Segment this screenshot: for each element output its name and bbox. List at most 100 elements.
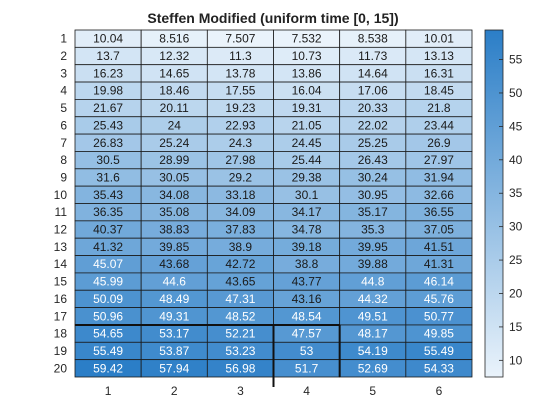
chart-title: Steffen Modified (uniform time [0, 15]) [147, 10, 398, 26]
cell-value-label: 16.31 [424, 66, 454, 80]
colorbar: 10 15 20 25 30 35 40 45 50 55 [484, 29, 523, 378]
cell-value-label: 12.32 [159, 49, 189, 63]
y-tick-label: 2 [60, 49, 67, 63]
cell-value-label: 37.83 [225, 223, 255, 237]
cell-value-label: 17.06 [358, 84, 388, 98]
cell-value-label: 10.04 [93, 32, 123, 46]
heatmap-cells: 10.04 8.516 7.507 7.532 8.538 10.01 13.7 12.32 1… [74, 29, 473, 378]
y-tick-label: 14 [54, 257, 68, 271]
cell-value-label: 42.72 [225, 257, 255, 271]
y-tick-label: 13 [54, 240, 68, 254]
cell-value-label: 26.83 [93, 136, 123, 150]
cell-value-label: 44.6 [163, 275, 187, 289]
cell-value-label: 7.507 [225, 32, 255, 46]
cell-value-label: 25.43 [93, 118, 123, 132]
colorbar-tick-label: 50 [509, 86, 523, 100]
cell-value-label: 35.17 [358, 205, 388, 219]
cell-value-label: 54.65 [93, 327, 123, 341]
cell-value-label: 47.31 [225, 292, 255, 306]
cell-value-label: 43.68 [159, 257, 189, 271]
y-tick-label: 3 [60, 66, 67, 80]
cell-value-label: 50.09 [93, 292, 123, 306]
block-separators [75, 323, 341, 387]
colorbar-tick-label: 55 [509, 53, 523, 67]
cell-value-label: 18.45 [424, 84, 454, 98]
cell-value-label: 39.85 [159, 240, 189, 254]
cell-value-label: 48.17 [358, 327, 388, 341]
cell-value-label: 33.18 [225, 188, 255, 202]
cell-value-label: 43.65 [225, 275, 255, 289]
cell-value-label: 21.8 [427, 101, 451, 115]
cell-value-label: 30.1 [295, 188, 319, 202]
cell-value-label: 13.7 [96, 49, 120, 63]
colorbar-gradient [484, 29, 504, 378]
x-tick-label: 4 [303, 384, 310, 398]
cell-value-label: 25.24 [159, 136, 189, 150]
cell-value-label: 43.77 [292, 275, 322, 289]
cell-value-label: 13.13 [424, 49, 454, 63]
cell-value-label: 52.69 [358, 361, 388, 375]
cell-value-label: 14.65 [159, 66, 189, 80]
cell-value-label: 34.09 [225, 205, 255, 219]
cell-value-label: 53.87 [159, 344, 189, 358]
cell-value-label: 38.8 [295, 257, 319, 271]
cell-value-label: 7.532 [292, 32, 322, 46]
cell-value-label: 10.73 [292, 49, 322, 63]
cell-value-label: 13.78 [225, 66, 255, 80]
y-tick-label: 7 [60, 136, 67, 150]
cell-value-label: 21.67 [93, 101, 123, 115]
cell-value-label: 16.04 [292, 84, 322, 98]
cell-value-label: 56.98 [225, 361, 255, 375]
cell-value-label: 43.16 [292, 292, 322, 306]
cell-value-label: 36.35 [93, 205, 123, 219]
cell-value-label: 41.31 [424, 257, 454, 271]
cell-value-label: 44.32 [358, 292, 388, 306]
cell-value-label: 36.55 [424, 205, 454, 219]
cell-value-label: 35.43 [93, 188, 123, 202]
cell-value-label: 29.38 [292, 170, 322, 184]
y-tick-label: 9 [60, 170, 67, 184]
cell-value-label: 11.73 [358, 49, 387, 63]
cell-value-label: 30.5 [96, 153, 120, 167]
cell-value-label: 34.78 [292, 223, 322, 237]
cell-value-label: 17.55 [225, 84, 255, 98]
y-tick-label: 19 [54, 344, 68, 358]
cell-value-label: 29.2 [229, 170, 253, 184]
cell-value-label: 19.31 [292, 101, 322, 115]
cell-value-label: 49.51 [358, 309, 388, 323]
cell-value-label: 26.9 [427, 136, 451, 150]
y-tick-label: 18 [54, 327, 68, 341]
x-tick-label: 2 [171, 384, 178, 398]
cell-value-label: 52.21 [225, 327, 255, 341]
cell-value-label: 45.76 [424, 292, 454, 306]
cell-value-label: 46.14 [424, 275, 454, 289]
y-tick-label: 20 [54, 361, 68, 375]
cell-value-label: 24.3 [229, 136, 253, 150]
cell-value-label: 57.94 [159, 361, 189, 375]
cell-value-label: 31.6 [96, 170, 120, 184]
cell-value-label: 24 [168, 118, 182, 132]
cell-value-label: 41.32 [93, 240, 123, 254]
cell-value-label: 27.97 [424, 153, 454, 167]
cell-value-label: 10.01 [424, 32, 454, 46]
cell-value-label: 59.42 [93, 361, 123, 375]
cell-value-label: 55.49 [424, 344, 454, 358]
y-tick-label: 10 [54, 188, 68, 202]
cell-value-label: 19.98 [93, 84, 123, 98]
colorbar-tick-label: 40 [509, 153, 523, 167]
y-tick-label: 16 [54, 292, 68, 306]
cell-value-label: 39.18 [292, 240, 322, 254]
colorbar-tick-label: 25 [509, 253, 523, 267]
y-tick-label: 12 [54, 223, 68, 237]
cell-value-label: 25.44 [292, 153, 322, 167]
y-tick-label: 1 [60, 32, 67, 46]
cell-value-label: 40.37 [93, 223, 123, 237]
cell-value-label: 35.08 [159, 205, 189, 219]
cell-value-label: 24.45 [292, 136, 322, 150]
cell-value-label: 31.94 [424, 170, 454, 184]
cell-value-label: 20.33 [358, 101, 388, 115]
y-tick-label: 15 [54, 275, 68, 289]
cell-value-label: 41.51 [424, 240, 454, 254]
y-tick-label: 4 [60, 84, 67, 98]
